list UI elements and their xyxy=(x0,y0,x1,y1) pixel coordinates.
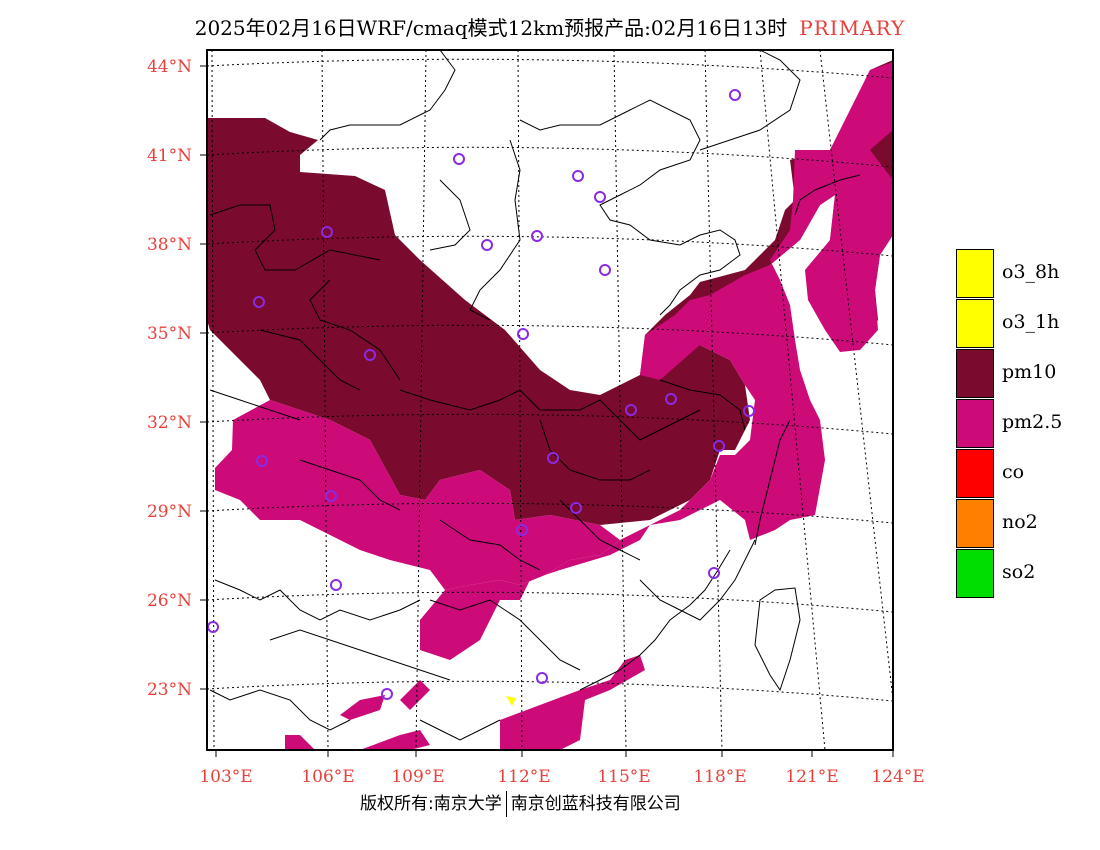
legend-item-pm10: pm10 xyxy=(956,349,1096,399)
title-tag: PRIMARY xyxy=(799,16,906,40)
city-marker xyxy=(572,170,584,182)
pm25-region-guangdong-coast xyxy=(500,655,645,750)
legend-item-co: co xyxy=(956,449,1096,499)
legend-label: so2 xyxy=(1002,561,1036,583)
lon-axis xyxy=(215,750,894,757)
city-marker xyxy=(713,440,725,452)
city-marker xyxy=(481,239,493,251)
lon-tick-label: 118°E xyxy=(693,767,746,787)
map-frame xyxy=(206,49,894,751)
city-marker xyxy=(321,226,333,238)
legend-label: co xyxy=(1002,461,1025,483)
lat-axis xyxy=(200,65,207,690)
legend-swatch xyxy=(956,249,994,298)
lat-tick-label: 38°N xyxy=(147,235,192,255)
city-marker xyxy=(570,502,582,514)
city-markers xyxy=(207,89,755,700)
city-marker xyxy=(256,455,268,467)
city-marker xyxy=(536,672,548,684)
city-marker xyxy=(364,349,376,361)
city-marker xyxy=(599,264,611,276)
pm25-region-east xyxy=(420,62,893,660)
city-marker xyxy=(729,89,741,101)
legend-swatch xyxy=(956,499,994,548)
legend-item-pm25: pm2.5 xyxy=(956,399,1096,449)
footer-right: 南京创蓝科技有限公司 xyxy=(510,794,681,814)
legend-swatch xyxy=(956,399,994,448)
city-marker xyxy=(325,490,337,502)
o3-spot-guangdong xyxy=(506,696,516,706)
legend-item-o3-8h: o3_8h xyxy=(956,249,1096,299)
lon-tick-label: 124°E xyxy=(871,767,924,787)
title-text: 2025年02月16日WRF/cmaq模式12km预报产品:02月16日13时 xyxy=(194,16,788,40)
legend-label: o3_1h xyxy=(1002,311,1060,333)
copyright-footer: 版权所有:南京大学 南京创蓝科技有限公司 xyxy=(360,789,681,817)
lon-tick-label: 121°E xyxy=(785,767,838,787)
footer-left: 版权所有:南京大学 xyxy=(360,794,502,814)
graticule xyxy=(207,50,893,750)
pm25-region-guangxi-patches xyxy=(285,680,430,750)
city-marker xyxy=(665,393,677,405)
footer-separator xyxy=(505,791,507,817)
lon-tick-label: 106°E xyxy=(301,767,354,787)
lon-tick-label: 103°E xyxy=(199,767,252,787)
city-marker xyxy=(594,191,606,203)
lat-tick-label: 23°N xyxy=(147,680,192,700)
legend-label: no2 xyxy=(1002,511,1038,533)
pollutant-legend: o3_8h o3_1h pm10 pm2.5 co no2 so2 xyxy=(956,249,1096,599)
legend-swatch xyxy=(956,449,994,498)
city-marker xyxy=(531,230,543,242)
lat-tick-label: 29°N xyxy=(147,502,192,522)
legend-item-so2: so2 xyxy=(956,549,1096,599)
city-marker xyxy=(743,405,755,417)
city-marker xyxy=(330,579,342,591)
legend-swatch xyxy=(956,549,994,598)
city-marker xyxy=(517,328,529,340)
lat-tick-label: 41°N xyxy=(147,146,192,166)
city-marker xyxy=(453,153,465,165)
legend-swatch xyxy=(956,299,994,348)
lon-tick-label: 115°E xyxy=(597,767,650,787)
lon-tick-label: 112°E xyxy=(497,767,550,787)
map-content xyxy=(207,50,893,750)
lat-tick-label: 35°N xyxy=(147,324,192,344)
legend-label: pm10 xyxy=(1002,361,1057,383)
city-marker xyxy=(381,688,393,700)
legend-label: pm2.5 xyxy=(1002,411,1063,433)
lat-tick-label: 26°N xyxy=(147,591,192,611)
city-marker xyxy=(625,404,637,416)
city-marker xyxy=(207,621,219,633)
pm25-region-southwest xyxy=(215,400,620,590)
pm10-region-west xyxy=(207,60,893,525)
city-marker xyxy=(708,567,720,579)
legend-label: o3_8h xyxy=(1002,261,1060,283)
legend-item-no2: no2 xyxy=(956,499,1096,549)
city-marker xyxy=(253,296,265,308)
legend-swatch xyxy=(956,349,994,398)
lat-tick-label: 32°N xyxy=(147,413,192,433)
lon-tick-label: 109°E xyxy=(391,767,444,787)
map-title: 2025年02月16日WRF/cmaq模式12km预报产品:02月16日13时 P… xyxy=(0,12,1100,41)
legend-item-o3-1h: o3_1h xyxy=(956,299,1096,349)
city-marker xyxy=(547,452,559,464)
lat-tick-label: 44°N xyxy=(147,57,192,77)
city-marker xyxy=(516,524,528,536)
